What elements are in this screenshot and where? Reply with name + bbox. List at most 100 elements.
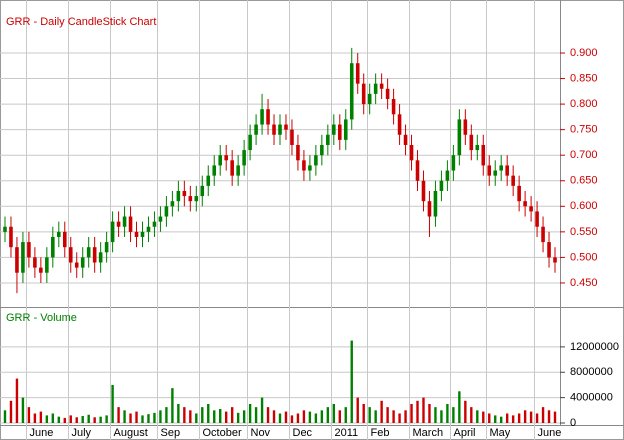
candle-body [511, 175, 515, 186]
candle-body [314, 155, 318, 166]
candle-body [469, 134, 474, 151]
y-tick-label: 0.550 [570, 226, 598, 238]
volume-bar [153, 412, 156, 423]
candle-body [517, 185, 521, 202]
candle-body [206, 175, 211, 186]
candle-body [278, 124, 282, 135]
volume-bar [440, 410, 443, 423]
candle-body [433, 190, 438, 217]
candle-body [332, 124, 336, 135]
candle-body [499, 165, 503, 171]
volume-bar [494, 415, 497, 423]
volume-bar [266, 407, 270, 423]
volume-bar [189, 410, 192, 423]
candle-body [200, 185, 205, 197]
candle-body [122, 216, 127, 227]
candle-body [337, 124, 342, 140]
volume-bar [374, 410, 377, 423]
y-tick-label: 0.600 [570, 200, 598, 212]
y-tick-label: 0.800 [570, 98, 598, 110]
candle-body [236, 165, 240, 176]
x-tick-label: June [30, 427, 54, 439]
x-tick-label: August [114, 427, 148, 439]
candle-body [367, 93, 372, 105]
candle-body [349, 63, 354, 120]
volume-bar [482, 411, 485, 423]
candle-body [409, 144, 414, 161]
candle-body [98, 252, 103, 263]
volume-bar [87, 414, 90, 423]
marks [3, 47, 557, 423]
volume-bar [392, 410, 395, 423]
volume-bar [434, 407, 437, 423]
volume-bar [177, 403, 180, 423]
volume-bar [39, 411, 43, 423]
candle-body [152, 221, 157, 227]
volume-bar [362, 403, 365, 423]
candle-body [439, 180, 444, 191]
volume-bar [33, 413, 37, 423]
candle-body [140, 231, 145, 237]
candle-body [39, 267, 43, 273]
volume-bar [81, 416, 84, 423]
volume-bar [236, 412, 240, 423]
candle-body [176, 190, 181, 202]
candle-body [320, 144, 324, 156]
volume-bar [517, 413, 521, 423]
candle-body [74, 262, 79, 268]
volume-bar [9, 400, 13, 423]
volume-bar [21, 397, 25, 423]
candle-body [290, 129, 294, 145]
volume-bar [27, 407, 31, 423]
volume-bar [458, 391, 461, 423]
volume-bar [75, 417, 78, 423]
candle-body [415, 160, 420, 181]
volume-bar [380, 400, 383, 423]
y-tick-label: 12000000 [570, 341, 619, 353]
volume-bar [165, 407, 168, 423]
candle-body [361, 83, 366, 105]
y-tick-label: 0.500 [570, 251, 598, 263]
volume-bar [314, 413, 318, 423]
volume-bar [117, 407, 120, 423]
candle-body [33, 257, 37, 268]
volume-bar [147, 414, 150, 423]
volume-bar [159, 410, 162, 423]
volume-bar [195, 413, 198, 423]
y-tick-label: 0.750 [570, 124, 598, 136]
candle-body [224, 155, 228, 161]
volume-bar [248, 403, 252, 423]
candle-body [541, 226, 545, 243]
volume-bar [553, 411, 557, 423]
volume-bar [63, 417, 66, 423]
candle-body [3, 226, 7, 232]
candle-body [343, 119, 348, 140]
x-tick-label: Sep [161, 427, 181, 439]
volume-bar [541, 407, 545, 423]
candle-body [308, 165, 312, 171]
x-tick-label: Nov [251, 427, 271, 439]
candle-body [505, 165, 509, 176]
volume-bar [69, 415, 72, 423]
volume-bar [326, 407, 330, 423]
x-tick-label: July [72, 427, 92, 439]
volume-bar [338, 410, 341, 423]
volume-bar [523, 410, 527, 423]
candle-body [188, 196, 193, 202]
volume-bar [51, 413, 55, 423]
candle-body [373, 83, 378, 94]
volume-bar [356, 397, 359, 423]
volume-bar [344, 407, 347, 423]
candle-body [92, 247, 97, 263]
volume-bar [488, 413, 491, 423]
candle-body [62, 231, 67, 248]
y-tick-label: 0 [570, 417, 576, 429]
y-tick-label: 4000000 [570, 392, 613, 404]
price-title: GRR - Daily CandleStick Chart [6, 16, 156, 28]
volume-bar [272, 410, 276, 423]
candle-body [170, 201, 175, 207]
volume-bar [111, 384, 114, 423]
candle-body [284, 124, 288, 130]
candle-body [146, 226, 151, 232]
